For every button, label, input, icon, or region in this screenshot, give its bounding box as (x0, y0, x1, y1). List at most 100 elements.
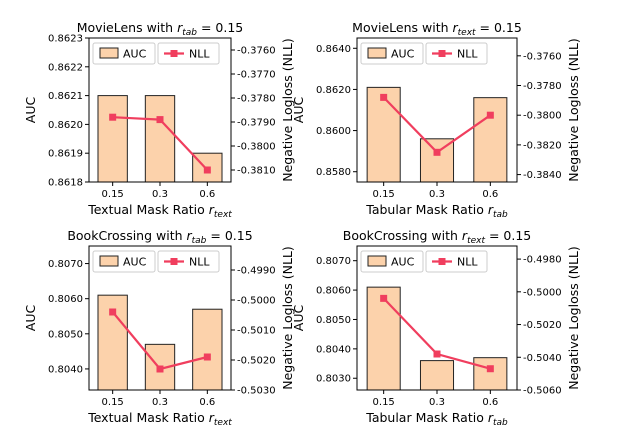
y-axis-label: AUC (23, 97, 38, 124)
chart-panel-4: 0.8030 0.8040 0.8050 0.8060 0.8070 -0.5060 -0.… (291, 228, 581, 428)
nll-point (486, 365, 494, 373)
x-tick-label: 0.15 (102, 397, 124, 408)
legend-label-auc: AUC (391, 48, 415, 61)
legend-swatch-auc (99, 255, 119, 267)
y-tick-label: 0.8618 (48, 178, 83, 189)
x-axis-label: Textual Mask Ratio rtext (87, 202, 232, 220)
y-right-tick-label: -0.5010 (237, 326, 276, 337)
y-tick-label: 0.8040 (48, 364, 83, 375)
x-tick-label: 0.6 (482, 189, 498, 200)
y-tick-label: 0.8621 (48, 91, 83, 102)
y-tick-label: 0.8060 (316, 286, 351, 297)
auc-bar (419, 360, 455, 391)
y-right-tick-label: -0.3780 (523, 81, 562, 92)
auc-bar (366, 86, 401, 183)
auc-bar (366, 286, 401, 391)
xlabel-var: r (209, 202, 215, 217)
chart-title: BookCrossing with rtab = 0.15 (67, 228, 252, 246)
xlabel-var: r (209, 410, 215, 425)
y-right-axis-label: Negative Logloss (NLL) (280, 246, 295, 390)
xlabel-var: r (488, 410, 494, 425)
legend-marker-nll (170, 258, 178, 265)
title-val: = 0.15 (206, 228, 252, 243)
y-right-tick-label: -0.3790 (237, 118, 276, 129)
title-val: = 0.15 (485, 228, 531, 243)
y-tick-label: 0.8622 (48, 62, 83, 73)
xlabel-var: r (488, 202, 494, 217)
y-tick-label: 0.8040 (316, 344, 351, 355)
legend-label-nll: NLL (189, 256, 210, 269)
auc-bar (192, 308, 223, 391)
y-right-tick-label: -0.3800 (523, 111, 562, 122)
xlabel-main: Tabular Mask Ratio (365, 410, 488, 425)
y-right-tick-label: -0.3770 (237, 70, 276, 81)
xlabel-main: Tabular Mask Ratio (365, 202, 488, 217)
nll-point (203, 353, 211, 361)
x-tick-label: 0.3 (429, 189, 445, 200)
title-sub: tab (192, 236, 207, 246)
y-axis-label: AUC (291, 305, 306, 332)
legend-box-nll (157, 42, 220, 65)
title-main: MovieLens with (352, 20, 452, 35)
auc-bar (97, 95, 128, 183)
y-right-tick-label: -0.5040 (523, 353, 562, 364)
legend: AUC NLL (360, 250, 488, 273)
nll-point (433, 350, 441, 358)
chart-title: MovieLens with rtab = 0.15 (77, 20, 244, 38)
chart-panel-2: 0.8580 0.8600 0.8620 0.8640 -0.3840 -0.3820 -0… (291, 20, 581, 220)
y-right-tick-label: -0.5030 (237, 386, 276, 397)
legend-label-nll: NLL (457, 256, 478, 269)
legend-label-auc: AUC (123, 256, 147, 269)
y-tick-label: 0.8619 (48, 149, 83, 160)
legend-swatch-auc (367, 47, 387, 59)
nll-point (380, 294, 388, 302)
xlabel-main: Textual Mask Ratio (87, 202, 209, 217)
title-main: MovieLens with (77, 20, 177, 35)
y-tick-label: 0.8580 (316, 167, 351, 178)
legend-box-nll (425, 250, 488, 273)
legend-box-nll (425, 42, 488, 65)
legend-label-nll: NLL (189, 48, 210, 61)
legend: AUC NLL (92, 42, 220, 65)
y-right-tick-label: -0.3840 (523, 170, 562, 181)
y-axis-label: AUC (291, 97, 306, 124)
y-tick-label: 0.8030 (316, 374, 351, 385)
legend-swatch-auc (367, 255, 387, 267)
nll-point (380, 93, 388, 101)
xlabel-sub: text (214, 210, 232, 220)
y-right-tick-label: -0.5000 (523, 287, 562, 298)
title-var: r (453, 20, 459, 35)
y-right-tick-label: -0.3820 (523, 140, 562, 151)
y-right-tick-label: -0.5020 (237, 356, 276, 367)
y-right-tick-label: -0.3810 (237, 166, 276, 177)
y-right-axis-label: Negative Logloss (NLL) (566, 246, 581, 390)
chart-panel-1: 0.8618 0.8619 0.8620 0.8621 0.8622 0.8623 -0.3… (23, 20, 295, 220)
y-tick-label: 0.8620 (48, 120, 83, 131)
legend: AUC NLL (92, 250, 220, 273)
y-right-tick-label: -0.4990 (237, 266, 276, 277)
y-right-tick-label: -0.3800 (237, 142, 276, 153)
x-tick-label: 0.6 (199, 189, 215, 200)
x-tick-label: 0.6 (199, 397, 215, 408)
title-main: BookCrossing with (343, 228, 462, 243)
y-right-tick-label: -0.5060 (523, 386, 562, 397)
nll-point (203, 166, 211, 174)
auc-bar (144, 95, 176, 183)
legend-marker-nll (438, 258, 446, 265)
y-tick-label: 0.8070 (48, 259, 83, 270)
y-tick-label: 0.8050 (48, 329, 83, 340)
legend-label-auc: AUC (123, 48, 147, 61)
x-tick-label: 0.15 (102, 189, 124, 200)
nll-point (109, 308, 117, 316)
y-right-tick-label: -0.5000 (237, 296, 276, 307)
y-tick-label: 0.8060 (48, 294, 83, 305)
nll-point (486, 111, 494, 119)
chart-title: MovieLens with rtext = 0.15 (352, 20, 522, 38)
nll-point (156, 116, 164, 124)
y-axis-label: AUC (23, 305, 38, 332)
chart-title: BookCrossing with rtext = 0.15 (343, 228, 532, 246)
legend-label-nll: NLL (457, 48, 478, 61)
y-tick-label: 0.8050 (316, 315, 351, 326)
xlabel-main: Textual Mask Ratio (87, 410, 209, 425)
y-right-tick-label: -0.5020 (523, 320, 562, 331)
